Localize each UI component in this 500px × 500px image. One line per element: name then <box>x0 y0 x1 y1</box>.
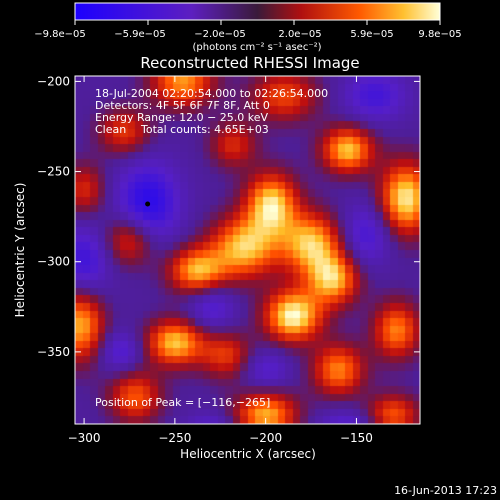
method-label: Clean <box>95 123 126 136</box>
colorbar-tick-label: −9.8e−05 <box>34 29 86 40</box>
x-axis: −300 −250 −200 −150 <box>68 76 373 445</box>
y-tick-label: −200 <box>37 74 70 88</box>
y-tick-label: −250 <box>37 165 70 179</box>
x-tick-label: −300 <box>68 431 101 445</box>
colorbar-tick-label: 9.8e−05 <box>418 29 461 40</box>
y-tick-label: −300 <box>37 255 70 269</box>
colorbar-units-label: (photons cm⁻² s⁻¹ asec⁻²) <box>192 42 321 53</box>
colorbar: −9.8e−05 −5.9e−05 −2.0e−05 2.0e−05 5.9e−… <box>34 2 462 53</box>
image-annotations: 18-Jul-2004 02:20:54.000 to 02:26:54.000… <box>95 87 328 409</box>
heatmap-image <box>75 76 420 424</box>
x-tick-label: −250 <box>158 431 191 445</box>
total-counts-label: Total counts: 4.65E+03 <box>140 123 269 136</box>
x-axis-label: Heliocentric X (arcsec) <box>180 447 316 461</box>
plot-area <box>74 75 421 425</box>
colorbar-gradient <box>74 2 441 21</box>
detectors-label: Detectors: 4F 5F 6F 7F 8F, Att 0 <box>95 99 270 112</box>
colorbar-tick-label: 5.9e−05 <box>350 29 393 40</box>
time-range-label: 18-Jul-2004 02:20:54.000 to 02:26:54.000 <box>95 87 328 100</box>
chart-title: Reconstructed RHESSI Image <box>140 54 359 72</box>
colorbar-ticks <box>74 20 441 25</box>
colorbar-tick-label: −2.0e−05 <box>194 29 246 40</box>
x-tick-label: −200 <box>249 431 282 445</box>
x-tick-label: −150 <box>340 431 373 445</box>
colorbar-tick-label: 2.0e−05 <box>278 29 321 40</box>
footer-timestamp: 16-Jun-2013 17:23 <box>394 484 497 497</box>
colorbar-tick-label: −5.9e−05 <box>114 29 166 40</box>
peak-position-label: Position of Peak = [−116,−265] <box>95 396 270 409</box>
energy-range-label: Energy Range: 12.0 − 25.0 keV <box>95 111 269 124</box>
plot-frame <box>74 75 421 425</box>
y-axis: −200 −250 −300 −350 <box>37 74 420 359</box>
y-axis-label: Heliocentric Y (arcsec) <box>13 183 27 318</box>
peak-marker <box>145 201 151 207</box>
y-tick-label: −350 <box>37 345 70 359</box>
